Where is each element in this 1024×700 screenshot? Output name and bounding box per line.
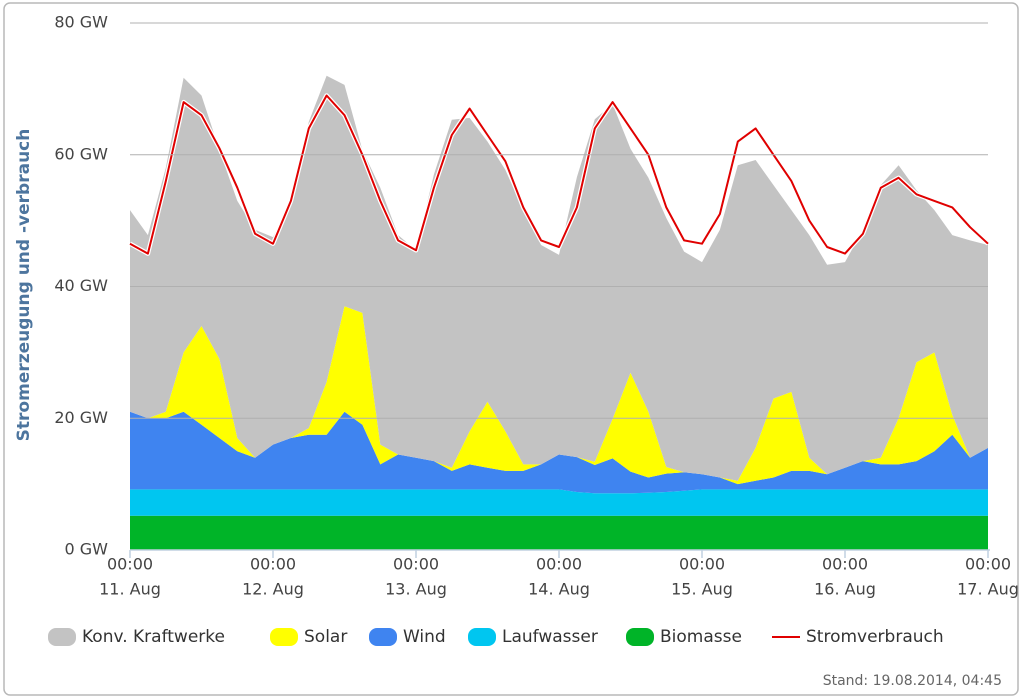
x-tick-label: 00:00 — [965, 555, 1011, 574]
legend-item: Stromverbrauch — [772, 627, 944, 647]
x-tick-label: 00:00 — [107, 555, 153, 574]
x-tick-label: 00:00 — [679, 555, 725, 574]
plot-area — [128, 75, 990, 550]
x-tick-label: 00:00 — [822, 555, 868, 574]
y-tick-label: 60 GW — [54, 144, 108, 163]
legend-item: Laufwasser — [468, 627, 598, 647]
y-tick-label: 20 GW — [54, 408, 108, 427]
legend-item: Solar — [270, 627, 347, 647]
legend-item: Konv. Kraftwerke — [48, 627, 225, 647]
y-tick-label: 40 GW — [54, 276, 108, 295]
legend-label: Konv. Kraftwerke — [82, 627, 225, 647]
legend-label: Biomasse — [660, 627, 742, 647]
legend-swatch — [369, 628, 397, 646]
x-tick-label: 00:00 — [250, 555, 296, 574]
legend-swatch — [468, 628, 496, 646]
legend-swatch — [626, 628, 654, 646]
y-tick-label: 80 GW — [54, 13, 108, 32]
x-tick-label: 17. Aug — [957, 580, 1019, 599]
line — [129, 94, 989, 255]
x-tick-label: 15. Aug — [671, 580, 733, 599]
area — [130, 75, 988, 481]
y-axis-title: Stromerzeugung und -verbrauch — [14, 129, 34, 442]
x-tick-label: 12. Aug — [242, 580, 304, 599]
legend-item: Wind — [369, 627, 446, 647]
x-tick-label: 00:00 — [536, 555, 582, 574]
legend-swatch — [270, 628, 298, 646]
x-tick-label: 14. Aug — [528, 580, 590, 599]
legend-label: Stromverbrauch — [806, 627, 944, 647]
y-tick-label: 0 GW — [65, 540, 109, 559]
area — [130, 489, 988, 516]
x-tick-label: 00:00 — [393, 555, 439, 574]
x-tick-label: 13. Aug — [385, 580, 447, 599]
area — [130, 411, 988, 494]
area — [130, 515, 988, 550]
x-tick-label: 16. Aug — [814, 580, 876, 599]
legend-item: Biomasse — [626, 627, 742, 647]
footer: Stand: 19.08.2014, 04:45 — [823, 673, 1002, 689]
legend-label: Wind — [403, 627, 446, 647]
legend-label: Solar — [304, 627, 347, 647]
legend-label: Laufwasser — [502, 627, 598, 647]
area — [130, 306, 988, 485]
x-tick-label: 11. Aug — [99, 580, 161, 599]
legend-swatch — [48, 628, 76, 646]
